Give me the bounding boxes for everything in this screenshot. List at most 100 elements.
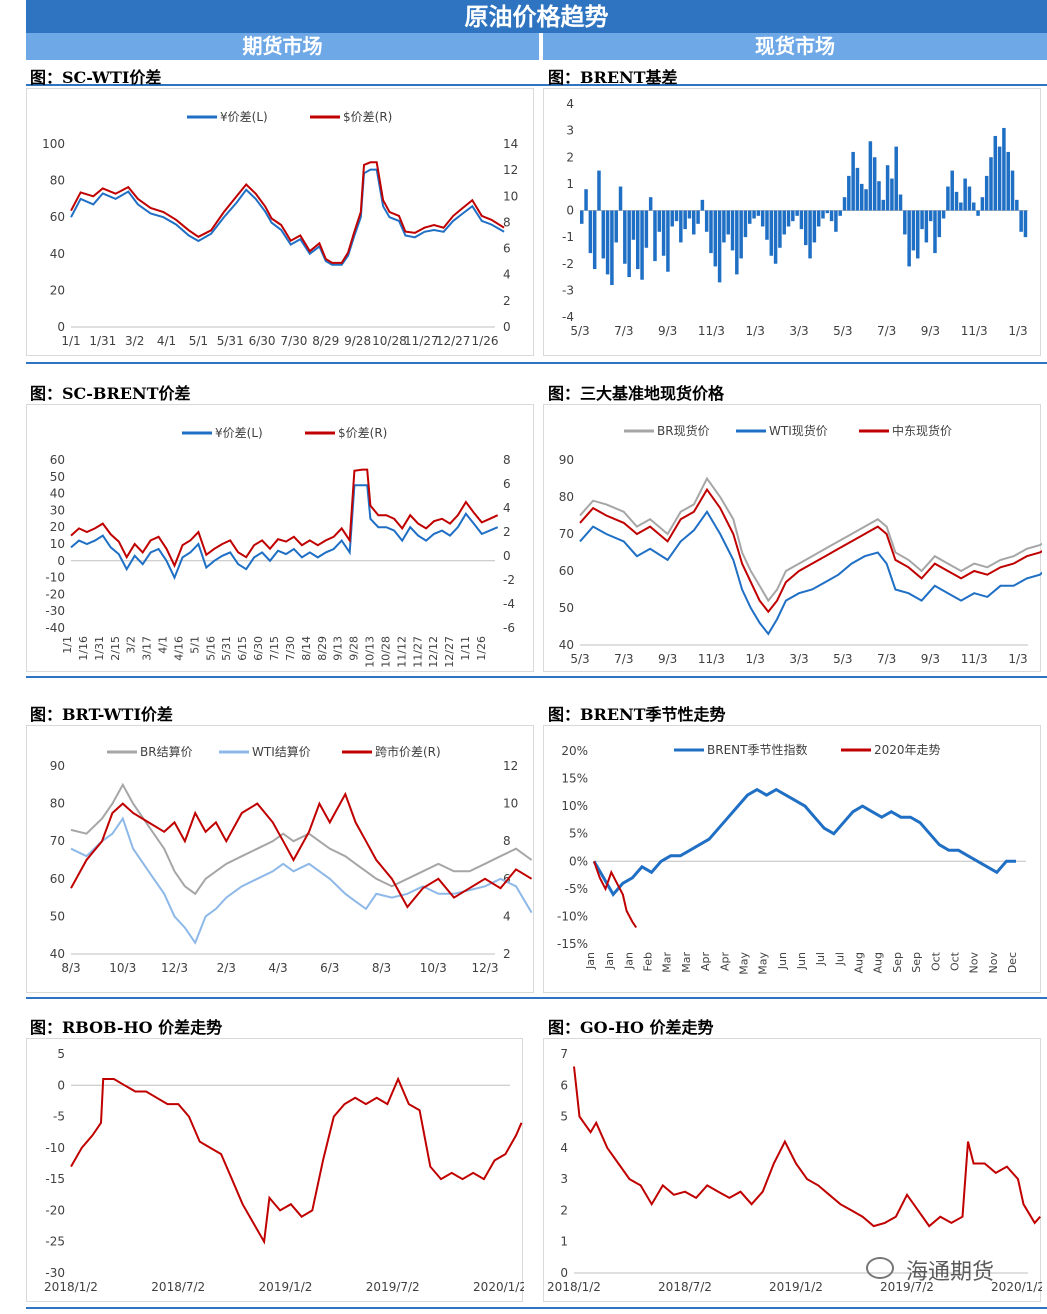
bar bbox=[661, 210, 666, 256]
bar bbox=[976, 210, 980, 216]
bar bbox=[829, 210, 834, 222]
bar bbox=[644, 210, 649, 248]
series-line bbox=[593, 860, 638, 929]
y2-tick-label: 2 bbox=[503, 525, 511, 539]
x-tick-label: Jan bbox=[603, 952, 616, 970]
x-tick-label: May bbox=[757, 952, 770, 975]
x-tick-label: 12/27 bbox=[443, 636, 456, 668]
y-tick-label: -15 bbox=[45, 1172, 65, 1186]
bar bbox=[920, 210, 924, 230]
y-tick-label: -1 bbox=[562, 230, 574, 244]
chart-title-brent-basis: 图：BRENT基差 bbox=[548, 68, 678, 87]
bar bbox=[967, 186, 972, 211]
chart-title-sc-brent: 图：SC-BRENT价差 bbox=[30, 384, 191, 403]
y2-tick-label: 6 bbox=[503, 242, 511, 256]
bar bbox=[1002, 127, 1006, 211]
bar bbox=[739, 210, 743, 259]
x-tick-label: 11/27 bbox=[404, 334, 439, 348]
y-tick-label: 0 bbox=[57, 1078, 65, 1092]
x-tick-label: 4/3 bbox=[268, 961, 287, 975]
bar bbox=[722, 210, 726, 243]
x-tick-label: 11/12 bbox=[395, 636, 408, 668]
y-tick-label: 40 bbox=[50, 947, 65, 961]
x-tick-label: 3/3 bbox=[789, 652, 808, 666]
x-tick-label: 2019/7/2 bbox=[366, 1280, 420, 1294]
chart-svg: -4 -3 -2 -1 0 1 2 3 4 5/3 7/3 9/3 11/3 1/3 3/3 5/3 7/3 9/… bbox=[562, 97, 1028, 338]
bar bbox=[860, 183, 864, 211]
x-tick-label: 11/3 bbox=[698, 324, 725, 338]
bar bbox=[679, 210, 683, 243]
x-tick-label: 3/17 bbox=[141, 636, 154, 661]
bar bbox=[993, 135, 998, 211]
x-tick-label: 9/28 bbox=[348, 636, 361, 661]
y-tick-label: 80 bbox=[50, 797, 65, 811]
y-tick-label: 20 bbox=[50, 283, 65, 297]
chart-title-go-ho: 图：GO-HO 价差走势 bbox=[548, 1018, 714, 1037]
futures-market-header: 期货市场 bbox=[26, 33, 539, 60]
legend-label: 2020年走势 bbox=[874, 743, 941, 757]
series-line bbox=[70, 782, 533, 896]
divider bbox=[26, 84, 1047, 86]
x-tick-label: 5/1 bbox=[189, 334, 208, 348]
y2-tick-label: 10 bbox=[503, 189, 518, 203]
y-tick-label: 4 bbox=[566, 97, 574, 111]
x-tick-label: 10/28 bbox=[379, 636, 392, 668]
y-tick-label: 4 bbox=[560, 1141, 568, 1155]
y-tick-label: 40 bbox=[559, 638, 574, 652]
y-tick-label: 80 bbox=[559, 490, 574, 504]
y-tick-label: 40 bbox=[50, 487, 65, 501]
x-tick-label: 5/3 bbox=[833, 652, 852, 666]
y2-tick-label: 0 bbox=[503, 549, 511, 563]
bar bbox=[872, 157, 877, 211]
y2-tick-label: -4 bbox=[503, 597, 515, 611]
x-tick-label: May bbox=[737, 952, 750, 975]
series-line bbox=[579, 476, 1042, 603]
bar bbox=[713, 210, 718, 267]
bar bbox=[666, 210, 670, 272]
bar bbox=[954, 191, 959, 211]
y-tick-label: 0% bbox=[569, 854, 588, 868]
x-tick-label: Feb bbox=[642, 952, 655, 971]
bar bbox=[984, 175, 989, 211]
y-tick-label: 80 bbox=[50, 174, 65, 188]
x-tick-label: 5/3 bbox=[570, 652, 589, 666]
y-tick-label: 7 bbox=[560, 1047, 568, 1061]
bar bbox=[881, 199, 886, 211]
bar bbox=[799, 210, 804, 230]
x-tick-label: 1/3 bbox=[746, 652, 765, 666]
spot-market-header: 现货市场 bbox=[543, 33, 1047, 60]
chart-brent-basis: -4 -3 -2 -1 0 1 2 3 4 5/3 7/3 9/3 11/3 1/3 3/3 5/3 7/3 9/… bbox=[543, 88, 1041, 356]
y-tick-label: -4 bbox=[562, 310, 574, 324]
y2-tick-label: 6 bbox=[503, 477, 511, 491]
x-tick-label: 10/3 bbox=[109, 961, 136, 975]
y-tick-label: 10 bbox=[50, 537, 65, 551]
x-tick-label: 5/31 bbox=[217, 334, 244, 348]
x-tick-label: Nov bbox=[968, 952, 981, 974]
x-tick-label: Mar bbox=[680, 952, 693, 973]
x-tick-label: 5/1 bbox=[188, 636, 201, 654]
y2-tick-label: -6 bbox=[503, 621, 515, 635]
x-tick-label: 2018/7/2 bbox=[658, 1280, 712, 1294]
bar bbox=[743, 210, 748, 238]
y-tick-label: 90 bbox=[50, 759, 65, 773]
bar bbox=[627, 210, 631, 278]
bar bbox=[640, 210, 644, 280]
x-tick-label: 1/11 bbox=[459, 636, 472, 661]
x-tick-label: 10/3 bbox=[420, 961, 447, 975]
chart-title-spot-prices: 图：三大基准地现货价格 bbox=[548, 384, 725, 403]
x-tick-label: 7/30 bbox=[284, 636, 297, 661]
x-tick-label: 8/29 bbox=[312, 334, 339, 348]
x-tick-label: 7/3 bbox=[614, 652, 633, 666]
x-tick-label: 4/16 bbox=[172, 636, 185, 661]
x-tick-label: 7/3 bbox=[877, 324, 896, 338]
y-tick-label: 2 bbox=[560, 1203, 568, 1217]
y2-tick-label: 0 bbox=[503, 320, 511, 334]
bar bbox=[717, 210, 722, 283]
x-tick-label: 5/16 bbox=[204, 636, 217, 661]
y-tick-label: 3 bbox=[566, 124, 574, 138]
x-tick-label: 11/27 bbox=[411, 636, 424, 668]
x-tick-label: Jul bbox=[833, 952, 846, 966]
series-line bbox=[70, 161, 505, 264]
legend-label: BRENT季节性指数 bbox=[707, 742, 807, 757]
y-tick-label: -2 bbox=[562, 257, 574, 271]
